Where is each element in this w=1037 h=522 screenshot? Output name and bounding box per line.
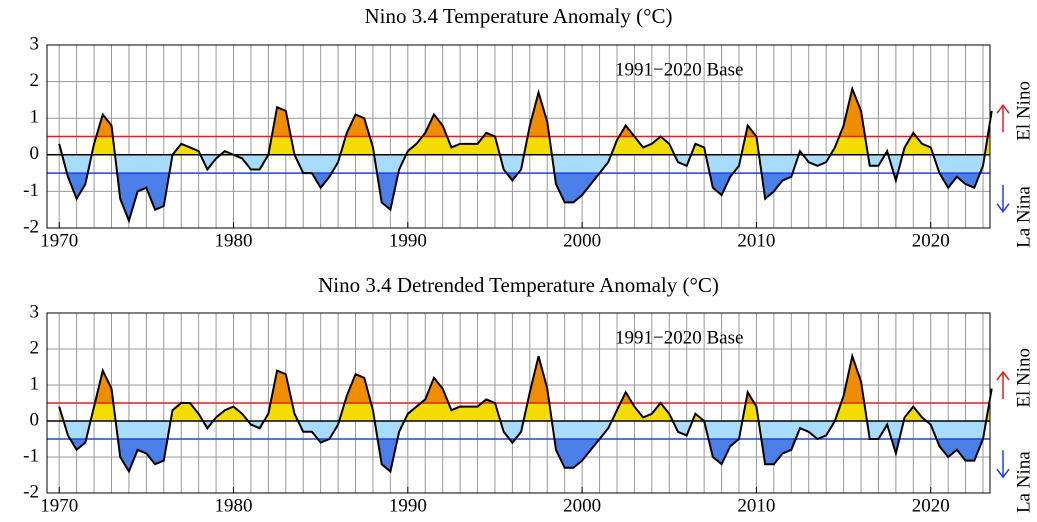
chart-title: Nino 3.4 Temperature Anomaly (°C) bbox=[364, 4, 672, 28]
y-tick-label: 0 bbox=[30, 143, 40, 164]
x-tick-label: 2000 bbox=[563, 495, 601, 516]
plot-frame bbox=[46, 312, 991, 494]
fill-above bbox=[96, 88, 990, 137]
x-tick-label: 2000 bbox=[563, 230, 601, 251]
x-tick-label: 1980 bbox=[215, 495, 253, 516]
fill-cool bbox=[59, 421, 990, 439]
y-tick-label: 2 bbox=[30, 70, 40, 91]
series-line bbox=[58, 85, 993, 224]
x-tick-label: 1990 bbox=[389, 230, 427, 251]
fill-below bbox=[70, 439, 984, 472]
y-tick-label: 2 bbox=[30, 337, 40, 358]
x-tick-label: 2010 bbox=[737, 230, 775, 251]
la-nina-arrow bbox=[996, 450, 1010, 479]
el-nino-arrow bbox=[996, 370, 1010, 399]
y-tick-label: 0 bbox=[30, 409, 40, 430]
x-tick-label: 1980 bbox=[215, 230, 253, 251]
el-nino-label: El Nino bbox=[1013, 81, 1034, 141]
plot-frame bbox=[46, 44, 991, 229]
x-tick-label: 2010 bbox=[737, 495, 775, 516]
x-tick-label: 2020 bbox=[912, 230, 950, 251]
el-nino-label: El Nino bbox=[1013, 348, 1034, 408]
fill-below bbox=[66, 173, 981, 221]
la-nina-arrow bbox=[996, 184, 1010, 213]
y-tick-label: -1 bbox=[23, 445, 39, 466]
la-nina-label: La Nina bbox=[1013, 186, 1034, 248]
x-tick-label: 2020 bbox=[912, 495, 950, 516]
x-tick-label: 1970 bbox=[40, 495, 78, 516]
annotation: 1991−2020 Base bbox=[615, 327, 743, 348]
la-nina-label: La Nina bbox=[1013, 451, 1034, 513]
annotation: 1991−2020 Base bbox=[615, 59, 743, 80]
x-tick-label: 1990 bbox=[389, 495, 427, 516]
y-tick-label: -2 bbox=[23, 481, 39, 502]
series-line bbox=[58, 352, 993, 474]
x-tick-label: 1970 bbox=[40, 230, 78, 251]
y-tick-label: 3 bbox=[30, 301, 40, 322]
fill-above bbox=[94, 356, 990, 403]
y-tick-label: -1 bbox=[23, 180, 39, 201]
chart-title: Nino 3.4 Detrended Temperature Anomaly (… bbox=[318, 273, 719, 297]
y-tick-label: -2 bbox=[23, 216, 39, 237]
y-tick-label: 1 bbox=[30, 107, 40, 128]
fill-warm bbox=[59, 136, 990, 155]
el-nino-arrow bbox=[996, 103, 1010, 133]
y-tick-label: 1 bbox=[30, 373, 40, 394]
y-tick-label: 3 bbox=[30, 33, 40, 54]
